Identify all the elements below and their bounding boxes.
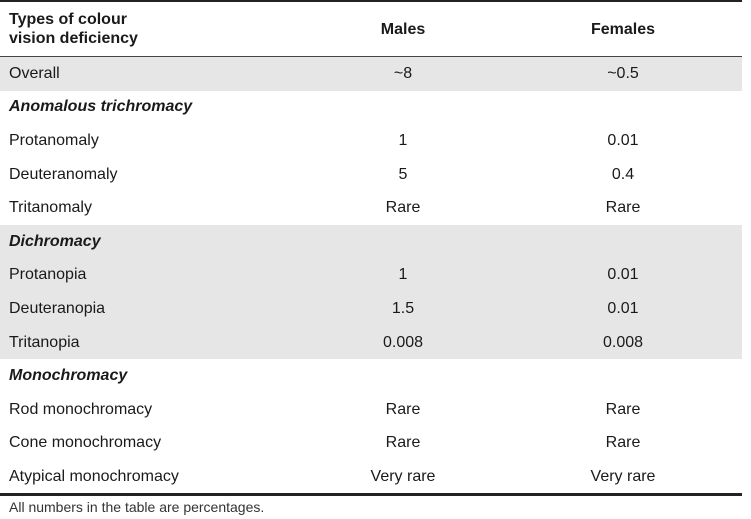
table-row: Rod monochromacy Rare Rare <box>0 393 742 427</box>
table-row: Atypical monochromacy Very rare Very rar… <box>0 460 742 494</box>
row-name: Overall <box>0 56 300 91</box>
row-name: Deuteranomaly <box>9 165 118 183</box>
row-name: Rod monochromacy <box>9 400 153 418</box>
row-females: Rare <box>605 434 641 452</box>
row-females: Rare <box>605 199 641 217</box>
row-females: Very rare <box>590 467 656 485</box>
row-name: Tritanopia <box>0 325 300 360</box>
row-males: 1 <box>398 131 408 149</box>
header-type: Types of colour vision deficiency <box>0 2 300 57</box>
row-males: 5 <box>398 165 408 183</box>
group-header-anomalous-trichromacy: Anomalous trichromacy <box>0 91 742 125</box>
row-males: 0.008 <box>300 325 524 360</box>
table-row: Deuteranopia 1.5 0.01 <box>0 292 742 326</box>
group-header-dichromacy: Dichromacy <box>0 224 742 259</box>
table-row-overall: Overall ~8 ~0.5 <box>0 56 742 91</box>
colour-vision-table: Types of colour vision deficiency Males … <box>0 2 742 494</box>
header-type-line2: vision deficiency <box>9 30 138 47</box>
table-footnote: All numbers in the table are percentages… <box>9 499 265 515</box>
row-males: 1 <box>300 258 524 293</box>
row-name: Deuteranopia <box>0 292 300 326</box>
row-males: ~8 <box>300 56 524 91</box>
row-females: ~0.5 <box>524 56 742 91</box>
table-row: Deuteranomaly 5 0.4 <box>0 158 742 192</box>
group-label: Anomalous trichromacy <box>9 98 193 116</box>
row-name: Atypical monochromacy <box>9 467 179 485</box>
row-males: Rare <box>385 199 421 217</box>
row-name: Protanopia <box>0 258 300 293</box>
row-males: Rare <box>385 434 421 452</box>
row-females: Rare <box>605 400 641 418</box>
table-row: Protanomaly 1 0.01 <box>0 124 742 158</box>
header-row: Types of colour vision deficiency Males … <box>0 2 742 57</box>
group-header-monochromacy: Monochromacy <box>0 359 742 393</box>
table-row: Cone monochromacy Rare Rare <box>0 427 742 461</box>
row-females: 0.01 <box>607 131 639 149</box>
group-label: Monochromacy <box>9 367 128 385</box>
header-type-line1: Types of colour <box>9 11 127 28</box>
row-name: Tritanomaly <box>9 199 92 217</box>
table-row: Tritanopia 0.008 0.008 <box>0 325 742 360</box>
row-males: 1.5 <box>300 292 524 326</box>
header-females: Females <box>524 2 742 57</box>
row-name: Cone monochromacy <box>9 434 162 452</box>
group-label: Dichromacy <box>0 224 742 259</box>
header-males: Males <box>300 2 524 57</box>
bottom-rule <box>0 493 742 496</box>
table-row: Tritanomaly Rare Rare <box>0 191 742 225</box>
row-females: 0.01 <box>524 258 742 293</box>
row-males: Very rare <box>370 467 436 485</box>
row-name: Protanomaly <box>9 131 99 149</box>
top-rule <box>0 0 742 2</box>
row-females: 0.01 <box>524 292 742 326</box>
row-females: 0.4 <box>611 165 635 183</box>
row-males: Rare <box>385 400 421 418</box>
row-females: 0.008 <box>524 325 742 360</box>
table-row: Protanopia 1 0.01 <box>0 258 742 293</box>
